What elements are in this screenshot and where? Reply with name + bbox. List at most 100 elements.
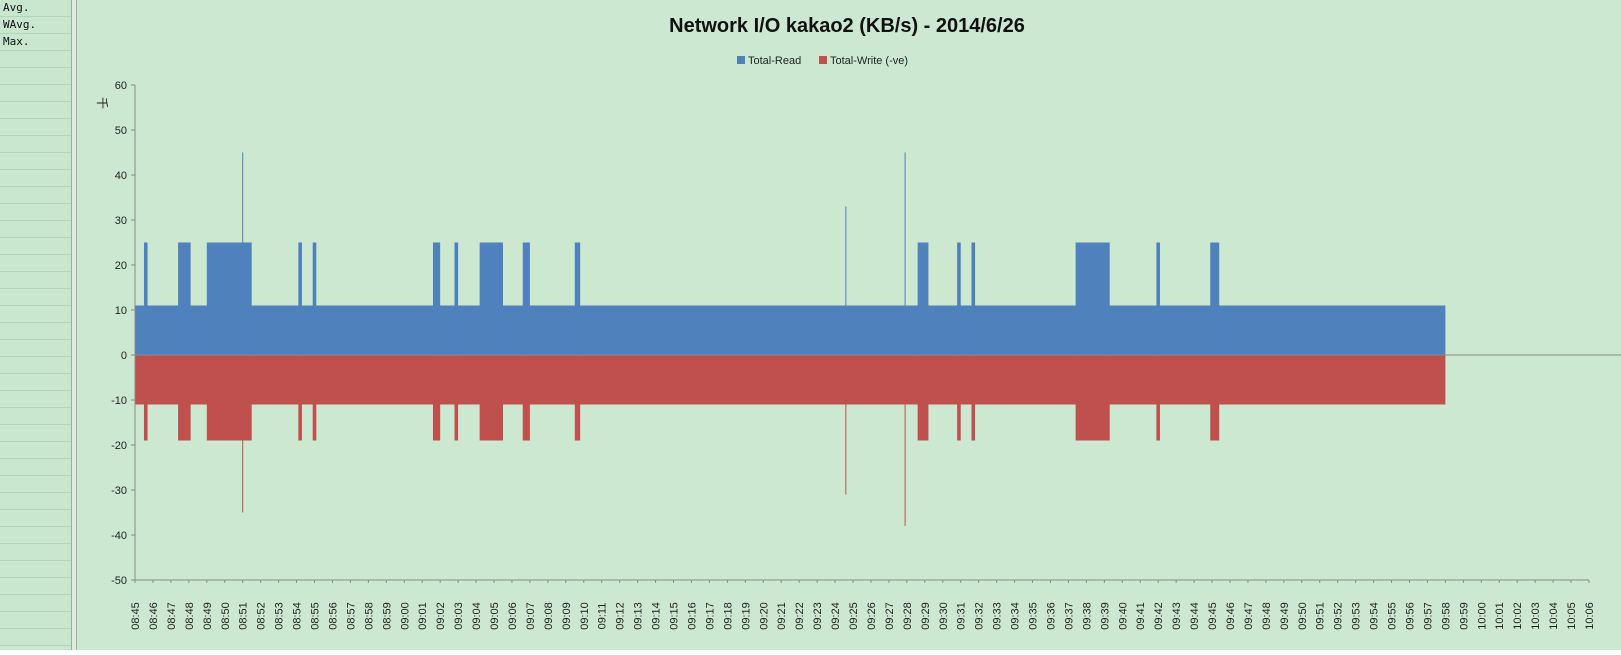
x-tick-label: 09:11 [597,603,609,630]
stat-empty-row [0,476,71,493]
x-tick-label: 08:49 [202,602,214,630]
x-tick-label: 09:23 [812,602,824,630]
stat-empty-row [0,85,71,102]
burst-read [971,242,976,355]
burst-write [957,355,961,441]
stat-empty-row [0,442,71,459]
x-tick-label: 09:06 [507,602,519,630]
x-tick-label: 09:27 [884,602,896,630]
x-tick-label: 09:31 [956,602,968,630]
stat-empty-row [0,272,71,289]
stat-empty-row [0,510,71,527]
stat-wavg-label: WAvg. [0,17,71,34]
x-tick-label: 09:19 [740,602,752,630]
x-tick-label: 09:34 [1010,602,1022,630]
x-tick-label: 10:04 [1548,602,1560,630]
burst-write [1210,355,1220,441]
stat-empty-row [0,493,71,510]
x-tick-label: 09:05 [489,602,501,630]
x-tick-label: 09:07 [525,602,537,630]
stat-empty-row [0,136,71,153]
y-tick-label: 0 [121,350,127,362]
x-tick-label: 08:52 [256,602,268,630]
x-tick-label: 09:14 [651,602,663,630]
y-tick-label: -50 [111,575,127,587]
plot-area: 60 50 40 30 20 10 0 -10 -20 -30 -40 -50 08:45 08:46 08… [111,80,1621,630]
x-tick-label: 08:54 [292,602,304,630]
x-tick-label: 08:59 [381,602,393,630]
y-tick-label: 40 [115,170,127,182]
x-tick-label: 09:16 [686,602,698,630]
x-tick-label: 09:22 [794,602,806,630]
stat-empty-row [0,408,71,425]
stat-empty-row [0,425,71,442]
x-tick-label: 10:05 [1566,602,1578,630]
x-tick-label: 09:09 [561,602,573,630]
stat-empty-row [0,357,71,374]
x-tick-label: 09:54 [1369,602,1381,630]
x-tick-label: 09:40 [1117,602,1129,630]
x-tick-label: 10:01 [1494,602,1506,630]
burst-write [143,355,148,441]
stat-empty-row [0,612,71,629]
y-tick-label: 20 [115,260,127,272]
stat-empty-row [0,578,71,595]
stat-empty-row [0,170,71,187]
x-tick-label: 09:12 [615,602,627,630]
x-tick-label: 09:53 [1351,602,1363,630]
y-tick-label: -30 [111,485,127,497]
burst-read [957,242,961,355]
x-tick-label: 09:41 [1135,602,1147,630]
burst-read [454,242,459,355]
x-tick-label: 09:18 [722,602,734,630]
stat-empty-row [0,153,71,170]
stat-empty-row [0,289,71,306]
x-tick-label: 08:45 [130,602,142,630]
area-read-baseline [135,305,1446,355]
x-tick-label: 09:39 [1099,602,1111,630]
stat-max-label: Max. [0,34,71,51]
x-tick-label: 09:50 [1297,602,1309,630]
burst-write [454,355,459,441]
stat-empty-row [0,595,71,612]
stat-empty-row [0,68,71,85]
x-tick-label: 09:20 [758,602,770,630]
stat-empty-row [0,544,71,561]
x-tick-label: 09:30 [938,602,950,630]
legend-label-read: Total-Read [748,55,801,67]
x-tick-label: 09:46 [1225,602,1237,630]
x-tick-label: 09:43 [1171,602,1183,630]
burst-read [522,242,530,355]
x-tick-label: 09:08 [543,602,555,630]
x-tick-label: 10:00 [1476,602,1488,630]
burst-read [1075,242,1110,355]
stat-empty-row [0,255,71,272]
stat-empty-row [0,102,71,119]
x-tick-label: 08:57 [345,602,357,630]
x-tick-label: 09:57 [1422,602,1434,630]
y-tick-label: 50 [115,125,127,137]
burst-write [522,355,530,441]
x-tick-label: 09:45 [1207,602,1219,630]
x-tick-label: 09:33 [992,602,1004,630]
legend-swatch-write [819,56,827,64]
panel-divider[interactable] [72,0,77,650]
stat-empty-row [0,221,71,238]
chart-title: Network I/O kakao2 (KB/s) - 2014/6/26 [669,15,1025,37]
x-tick-label: 09:51 [1315,602,1327,630]
burst-read [143,242,148,355]
burst-write [298,355,302,441]
burst-write [178,355,191,441]
x-tick-label: 09:52 [1333,602,1345,630]
legend-label-write: Total-Write (-ve) [830,55,908,67]
stat-empty-row [0,527,71,544]
stat-empty-row [0,459,71,476]
burst-read [1156,242,1160,355]
x-tick-label: 09:13 [633,602,645,630]
burst-write [432,355,441,441]
side-stats-panel: Avg. WAvg. Max. [0,0,72,650]
x-tick-label: 09:55 [1387,602,1399,630]
burst-write [917,355,929,441]
chart-area: Network I/O kakao2 (KB/s) - 2014/6/26 To… [77,0,1621,650]
stat-empty-row [0,391,71,408]
